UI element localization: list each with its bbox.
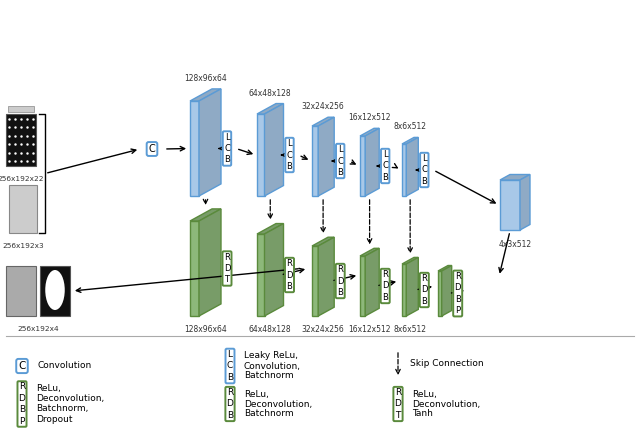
Text: 8x6x512: 8x6x512 [394, 325, 427, 334]
Text: 8x6x512: 8x6x512 [394, 122, 427, 131]
Polygon shape [190, 89, 221, 101]
Polygon shape [312, 246, 318, 316]
Polygon shape [264, 223, 284, 316]
Text: Batchnorm: Batchnorm [244, 371, 294, 381]
Text: 16x12x512: 16x12x512 [348, 325, 391, 334]
Text: Deconvolution,: Deconvolution, [244, 399, 312, 409]
Text: L
C
B: L C B [227, 350, 233, 382]
Polygon shape [312, 237, 334, 246]
Polygon shape [199, 89, 221, 196]
Polygon shape [257, 223, 284, 234]
Text: Batchnorm: Batchnorm [244, 410, 294, 418]
Polygon shape [402, 138, 419, 144]
FancyBboxPatch shape [40, 266, 70, 316]
Text: 256x192x4: 256x192x4 [17, 326, 59, 332]
Polygon shape [318, 237, 334, 316]
Polygon shape [402, 144, 406, 196]
Polygon shape [257, 114, 264, 196]
Polygon shape [402, 258, 419, 264]
FancyBboxPatch shape [6, 114, 36, 166]
Text: L
C
B: L C B [421, 154, 428, 186]
Text: 128x96x64: 128x96x64 [184, 74, 227, 83]
Text: 32x24x256: 32x24x256 [301, 102, 344, 111]
Text: R
D
B: R D B [337, 265, 344, 297]
Polygon shape [190, 221, 199, 316]
Text: R
D
B
P: R D B P [19, 382, 26, 426]
Text: Dropout: Dropout [36, 414, 72, 424]
Polygon shape [190, 101, 199, 196]
Text: Deconvolution,: Deconvolution, [412, 399, 480, 409]
Polygon shape [520, 174, 530, 230]
Text: 256x192x3: 256x192x3 [2, 243, 44, 249]
Polygon shape [257, 103, 284, 114]
Text: 16x12x512: 16x12x512 [348, 113, 391, 122]
Text: 4x3x512: 4x3x512 [499, 240, 532, 249]
Polygon shape [365, 128, 380, 196]
Polygon shape [438, 271, 442, 316]
Text: R
D
B: R D B [227, 388, 234, 420]
Polygon shape [257, 234, 264, 316]
Polygon shape [190, 209, 221, 221]
Text: Convolution: Convolution [37, 361, 92, 371]
Polygon shape [360, 128, 380, 136]
Polygon shape [360, 248, 380, 256]
Text: 64x48x128: 64x48x128 [249, 88, 292, 98]
Polygon shape [312, 126, 318, 196]
Text: R
D
B: R D B [421, 274, 428, 306]
Polygon shape [500, 180, 520, 230]
Polygon shape [500, 174, 530, 180]
Text: Deconvolution,: Deconvolution, [36, 395, 104, 403]
Text: R
D
B
P: R D B P [454, 272, 461, 315]
Text: 128x96x64: 128x96x64 [184, 325, 227, 334]
Text: L
C
B: L C B [382, 150, 388, 182]
Text: R
D
T: R D T [224, 253, 230, 284]
FancyBboxPatch shape [9, 185, 37, 233]
Text: 32x24x256: 32x24x256 [301, 325, 344, 334]
Ellipse shape [45, 270, 65, 310]
Text: L
C
B: L C B [287, 139, 292, 171]
FancyBboxPatch shape [6, 266, 36, 316]
Polygon shape [318, 117, 334, 196]
Text: Skip Connection: Skip Connection [410, 360, 484, 368]
Text: L
C
B: L C B [337, 145, 343, 177]
Polygon shape [360, 136, 365, 196]
Text: 64x48x128: 64x48x128 [249, 325, 292, 334]
Polygon shape [406, 258, 419, 316]
Text: Batchnorm,: Batchnorm, [36, 405, 88, 413]
Text: C: C [19, 361, 26, 371]
Polygon shape [402, 264, 406, 316]
Text: ReLu,: ReLu, [412, 389, 437, 399]
Polygon shape [312, 117, 334, 126]
Polygon shape [406, 138, 419, 196]
FancyBboxPatch shape [8, 106, 34, 112]
Text: Leaky ReLu,: Leaky ReLu, [244, 352, 298, 360]
Polygon shape [360, 256, 365, 316]
Text: ReLu,: ReLu, [244, 389, 269, 399]
Text: Convolution,: Convolution, [244, 361, 301, 371]
Text: ReLu,: ReLu, [36, 385, 61, 393]
Text: L
C
B: L C B [224, 133, 230, 164]
Polygon shape [199, 209, 221, 316]
Polygon shape [442, 265, 452, 316]
Polygon shape [365, 248, 380, 316]
Text: R
D
T: R D T [395, 388, 401, 420]
Text: R
D
B: R D B [382, 270, 388, 302]
Text: C: C [148, 144, 156, 154]
Polygon shape [438, 265, 452, 271]
Text: 256x192x22: 256x192x22 [0, 176, 44, 182]
Text: R
D
B: R D B [286, 259, 292, 291]
Text: Tanh: Tanh [412, 410, 433, 418]
Polygon shape [264, 103, 284, 196]
